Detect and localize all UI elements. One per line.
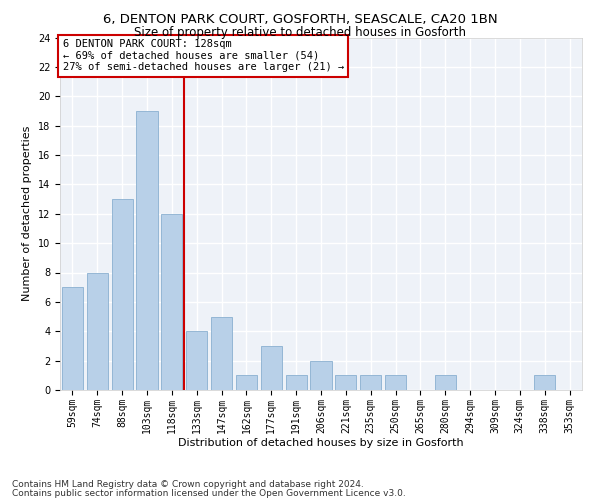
Bar <box>161 214 182 390</box>
Text: 6, DENTON PARK COURT, GOSFORTH, SEASCALE, CA20 1BN: 6, DENTON PARK COURT, GOSFORTH, SEASCALE… <box>103 12 497 26</box>
X-axis label: Distribution of detached houses by size in Gosforth: Distribution of detached houses by size … <box>178 438 464 448</box>
Bar <box>62 287 83 390</box>
Y-axis label: Number of detached properties: Number of detached properties <box>22 126 32 302</box>
Bar <box>435 376 456 390</box>
Bar <box>286 376 307 390</box>
Bar <box>112 199 133 390</box>
Bar <box>335 376 356 390</box>
Text: Size of property relative to detached houses in Gosforth: Size of property relative to detached ho… <box>134 26 466 39</box>
Bar <box>310 360 332 390</box>
Bar <box>360 376 381 390</box>
Bar <box>261 346 282 390</box>
Bar <box>136 111 158 390</box>
Text: Contains HM Land Registry data © Crown copyright and database right 2024.: Contains HM Land Registry data © Crown c… <box>12 480 364 489</box>
Bar <box>236 376 257 390</box>
Bar <box>87 272 108 390</box>
Text: 6 DENTON PARK COURT: 128sqm
← 69% of detached houses are smaller (54)
27% of sem: 6 DENTON PARK COURT: 128sqm ← 69% of det… <box>62 40 344 72</box>
Bar <box>534 376 555 390</box>
Bar <box>385 376 406 390</box>
Text: Contains public sector information licensed under the Open Government Licence v3: Contains public sector information licen… <box>12 488 406 498</box>
Bar <box>186 331 207 390</box>
Bar <box>211 316 232 390</box>
